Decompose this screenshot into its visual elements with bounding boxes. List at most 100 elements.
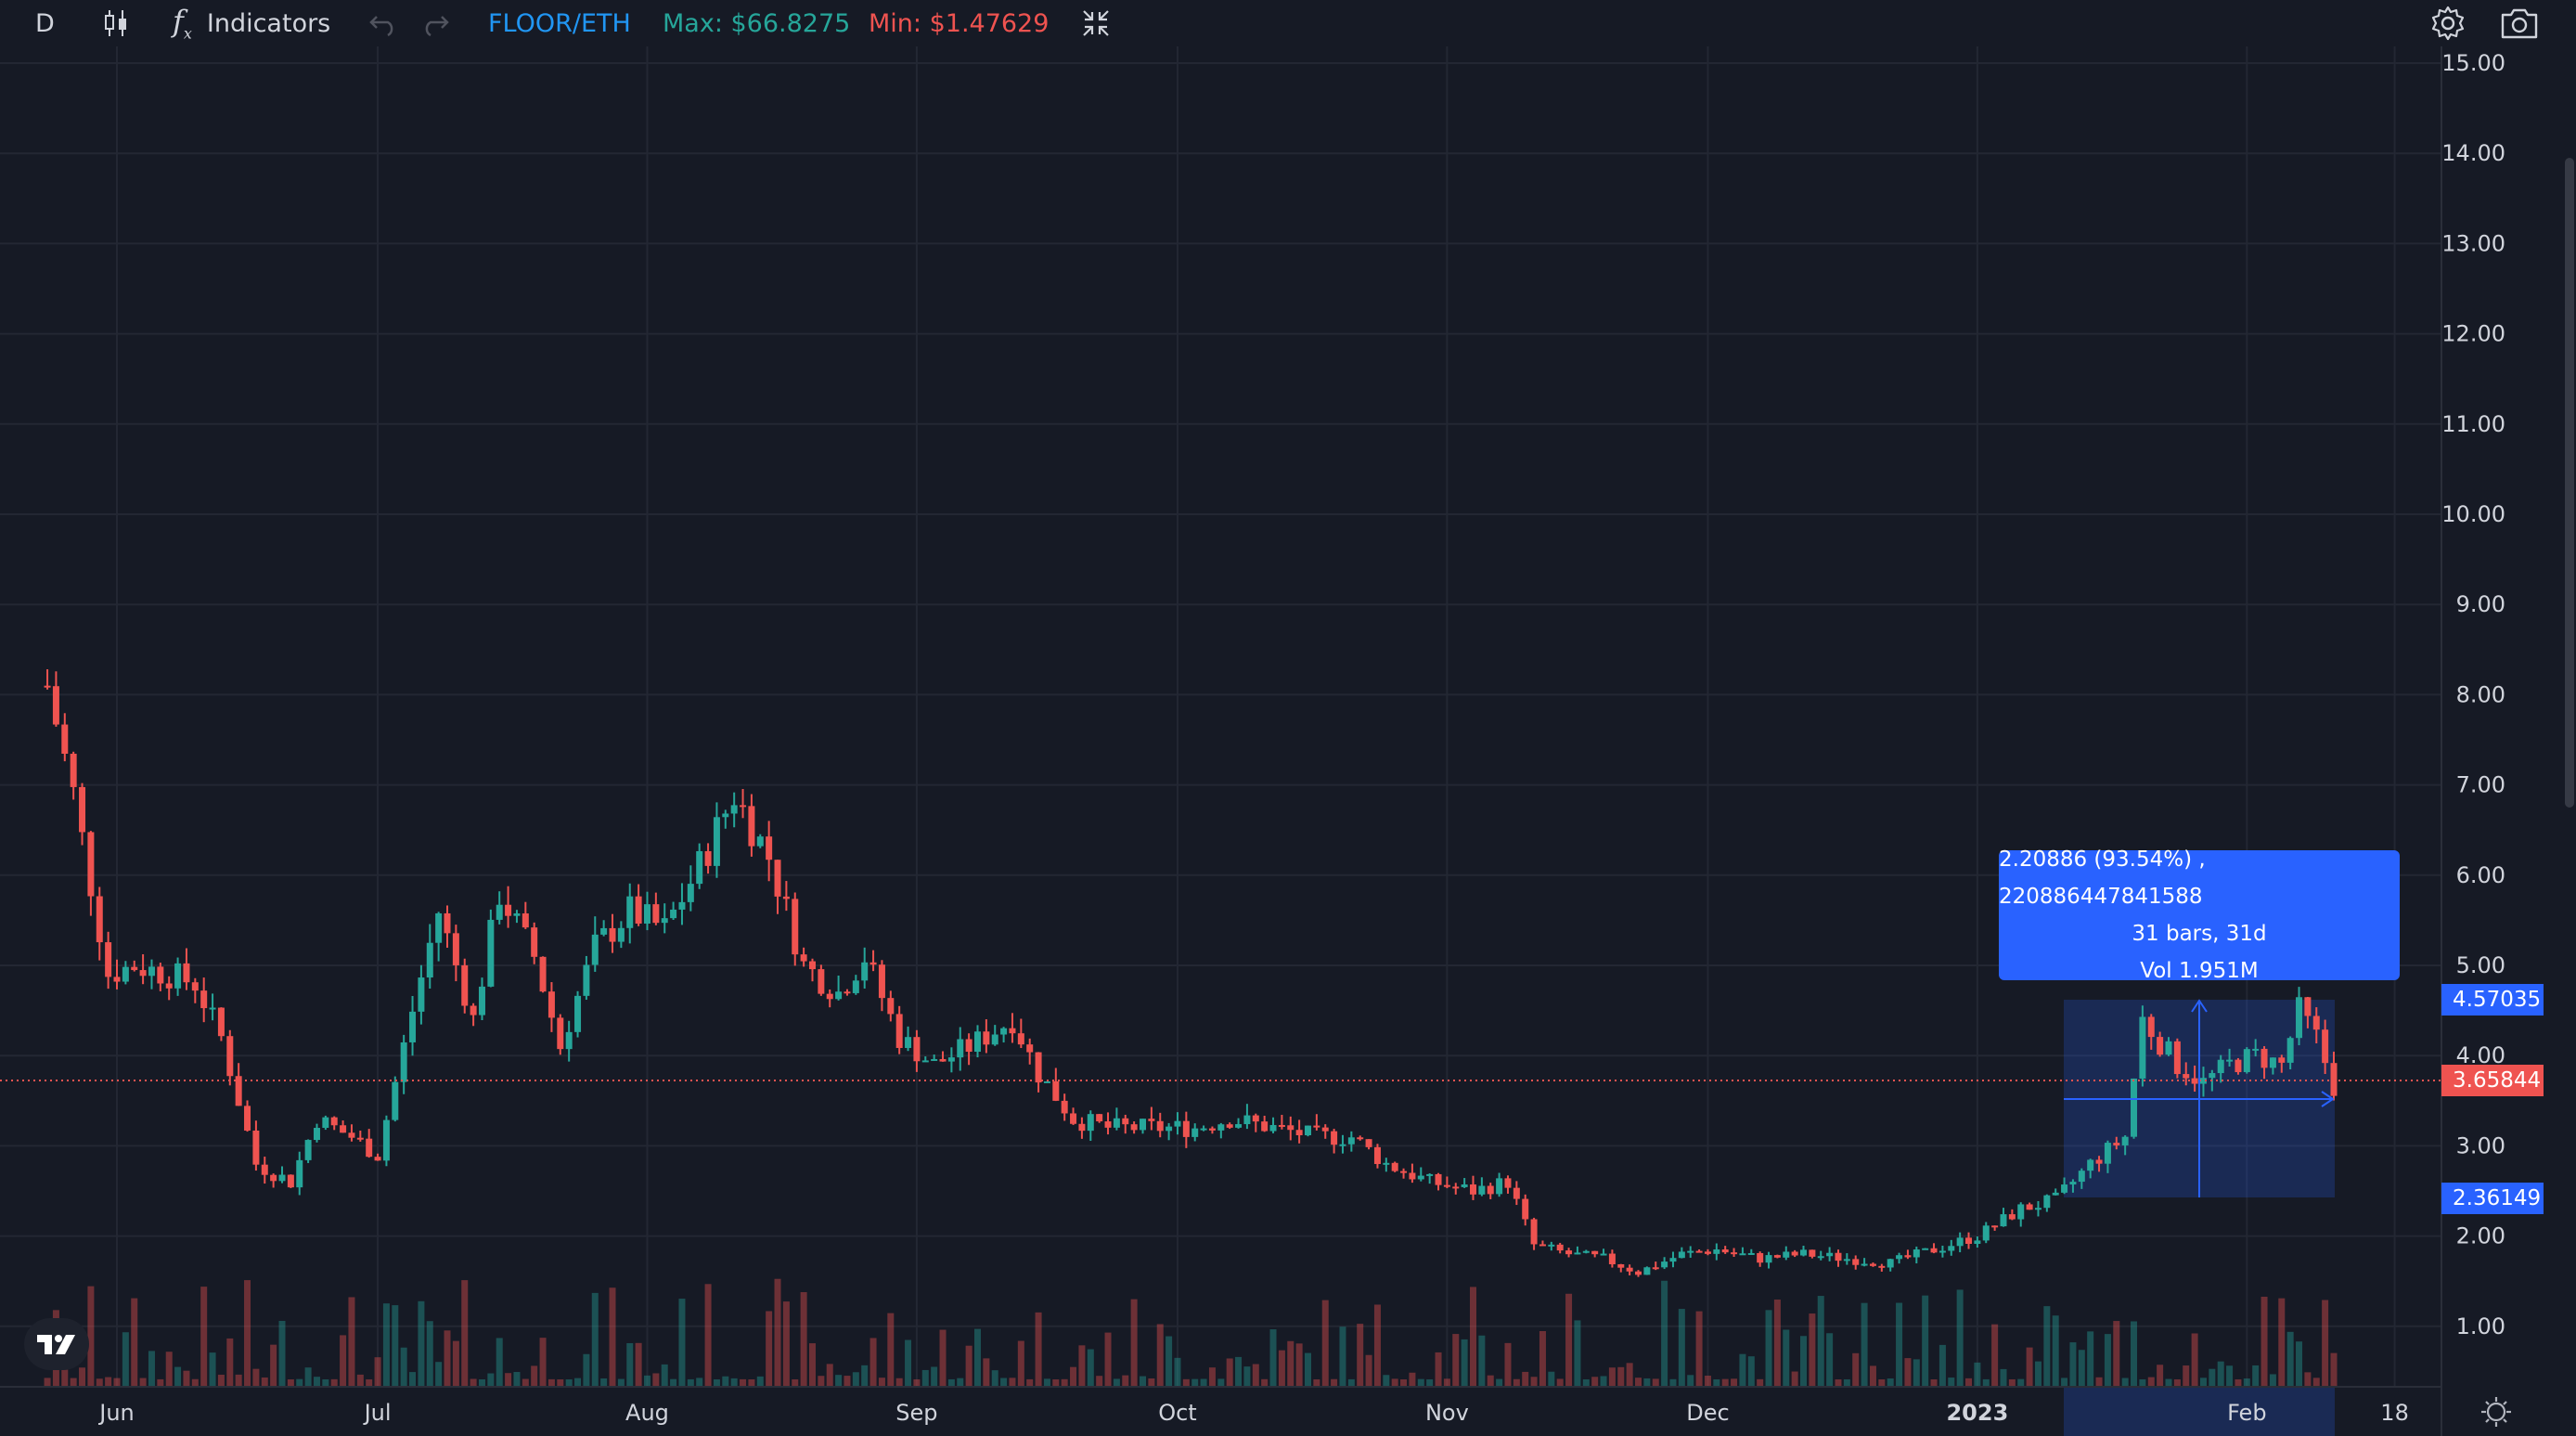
volume-bar [2304,1372,2312,1387]
candle-body [87,832,95,897]
min-text: Min: $1.47629 [869,8,1050,38]
candle-body [113,977,121,982]
volume-bar [1435,1352,1442,1387]
volume-bar [1861,1302,1868,1387]
volume-bar [496,1338,503,1387]
chart-type-button[interactable] [100,0,132,46]
candle-body [678,901,686,910]
candle-body [183,963,190,983]
candle-body [1339,1144,1346,1146]
screenshot-button[interactable] [2500,0,2539,46]
volume-bar [1896,1302,1903,1387]
volume-bar [1174,1357,1181,1387]
volume-bar [852,1372,859,1387]
volume-bar [2008,1378,2016,1387]
volume-bar [574,1378,582,1387]
candle-body [1148,1119,1155,1121]
candle-body [574,995,582,1032]
volume-bar [174,1366,182,1387]
volume-bar [1313,1378,1320,1387]
candle-body [1000,1028,1008,1035]
volume-bar [2052,1315,2059,1387]
volume-bar [1409,1372,1416,1387]
volume-bar [1122,1375,1129,1387]
candle-body [531,927,538,957]
last-price-value: 3.65844 [2453,1068,2542,1093]
candle-body [1191,1128,1199,1137]
candle-body [513,913,521,916]
redo-button[interactable] [419,0,451,46]
volume-bar [947,1378,955,1387]
tradingview-logo[interactable] [24,1318,89,1370]
symbol-label[interactable]: FLOOR/ETH [488,0,631,46]
candle-body [2330,1063,2338,1096]
volume-bar [965,1345,972,1387]
min-label: Min: $1.47629 [869,0,1049,46]
candle-body [748,806,755,847]
volume-bar [2217,1361,2224,1387]
candle-body [1139,1119,1146,1131]
volume-bar [1347,1378,1355,1387]
candle-body [340,1125,347,1133]
candle-body [1365,1139,1372,1147]
volume-bar [2043,1306,2051,1387]
volume-bar [1096,1376,1103,1387]
volume-bar [1043,1378,1050,1387]
candle-body [557,1017,564,1050]
candle-body [1783,1251,1790,1258]
volume-bar [478,1378,485,1387]
volume-bar [296,1378,303,1387]
volume-bar [1922,1295,1929,1387]
interval-button[interactable]: D [35,0,55,46]
volume-bar [1731,1378,1738,1387]
indicators-button[interactable]: fx Indicators [173,0,330,46]
candle-body [2243,1049,2250,1073]
volume-bar [522,1378,529,1387]
candle-body [878,964,885,999]
collapse-button[interactable] [1080,0,1112,46]
volume-bar [1200,1378,1207,1387]
price-axis-scrollbar[interactable] [2565,158,2574,808]
volume-bar [157,1378,164,1387]
volume-bar [452,1340,459,1387]
candle-body [1878,1265,1886,1268]
candle-body [148,966,155,977]
candle-body [973,1031,981,1053]
x-tick-label: Feb [2227,1400,2267,1426]
volume-bar [2183,1365,2190,1387]
undo-button[interactable] [367,0,399,46]
volume-bar [1104,1332,1112,1387]
volume-bar [1791,1371,1798,1387]
volume-bar [1269,1329,1277,1387]
volume-bar [878,1378,885,1387]
candle-body [1765,1255,1772,1263]
volume-bar [105,1377,112,1387]
time-axis[interactable]: Jun Jul Aug Sep Oct Nov Dec 2023 Feb 18 [97,1400,2409,1426]
candle-body [895,1014,903,1048]
candle-body [957,1039,964,1058]
candle-body [1331,1131,1338,1145]
volume-bar [600,1378,608,1387]
volume-bar [1948,1378,1955,1387]
candle-body [1305,1125,1312,1136]
measure-tooltip: 2.20886 (93.54%) , 220886447841588 31 ba… [1999,847,2400,983]
volume-bar [1235,1356,1243,1387]
volume-bar [1130,1299,1138,1387]
candle-body [1904,1255,1912,1258]
volume-bar [113,1378,121,1387]
candle-body [939,1058,947,1062]
volume-bar [382,1303,390,1387]
volume-bar [1243,1366,1251,1387]
price-axis[interactable]: 15.00 14.00 13.00 12.00 11.00 10.00 9.00 8.00 7.… [2441,50,2505,1339]
time-axis-settings-icon[interactable] [2481,1397,2511,1427]
candle-body [105,942,112,977]
volume-bar [2312,1378,2320,1387]
candle-body [244,1106,251,1131]
settings-button[interactable] [2429,0,2467,46]
volume-bar [1305,1352,1312,1387]
volume-bar [183,1370,190,1387]
volume-bar [782,1301,790,1387]
candle-body [1652,1267,1659,1270]
volume-bar [313,1377,320,1387]
